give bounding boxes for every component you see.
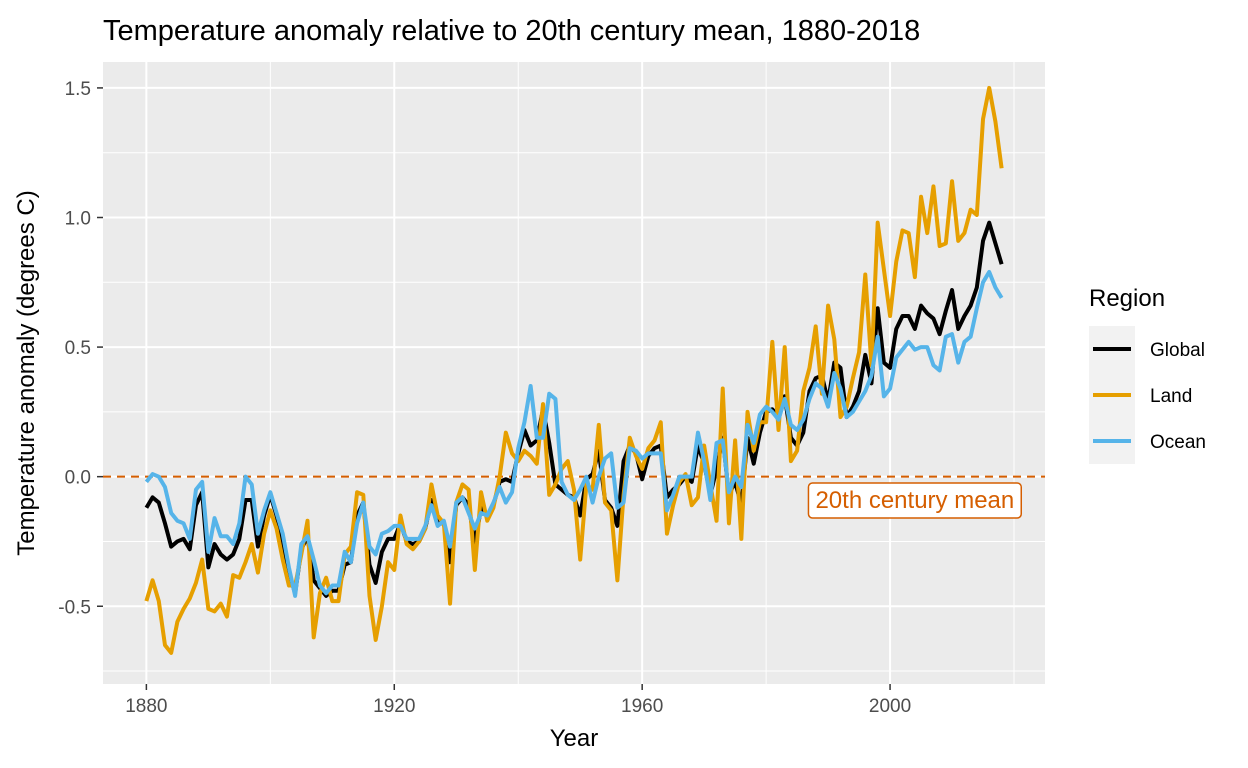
x-axis-title: Year	[550, 725, 599, 752]
y-tick-label: 0.5	[65, 338, 91, 359]
y-axis-title: Temperature anomaly (degrees C)	[13, 190, 40, 556]
x-tick-label: 2000	[869, 696, 911, 717]
series-line-ocean	[144, 269, 1004, 598]
x-tick-label: 1920	[373, 696, 415, 717]
x-axis-ticks: 1880 1920 1960 2000	[125, 684, 911, 717]
series-layer	[144, 85, 1004, 655]
y-axis-ticks: -0.5 0.0 0.5 1.0 1.5	[58, 79, 103, 618]
y-tick-label: 1.0	[65, 209, 91, 230]
annotation-layer: 20th century mean	[807, 482, 1023, 519]
legend-items: Global Land Ocean	[1089, 326, 1206, 464]
reference-label-box	[807, 482, 1023, 519]
series-line-land	[144, 85, 1004, 655]
x-tick-label: 1960	[621, 696, 663, 717]
major-gridlines	[103, 62, 1045, 684]
legend-label-land: Land	[1150, 386, 1192, 407]
plot-panel	[103, 62, 1045, 684]
legend-label-ocean: Ocean	[1150, 432, 1206, 453]
y-tick-label: 0.0	[65, 468, 91, 489]
legend-label-global: Global	[1150, 340, 1205, 361]
x-tick-label: 1880	[125, 696, 167, 717]
chart-title: Temperature anomaly relative to 20th cen…	[103, 15, 920, 47]
y-tick-label: -0.5	[58, 597, 91, 618]
legend: Region Global Land Ocean	[1089, 285, 1206, 464]
legend-title: Region	[1089, 285, 1165, 312]
y-tick-label: 1.5	[65, 79, 91, 100]
reference-label: 20th century mean	[815, 487, 1014, 514]
